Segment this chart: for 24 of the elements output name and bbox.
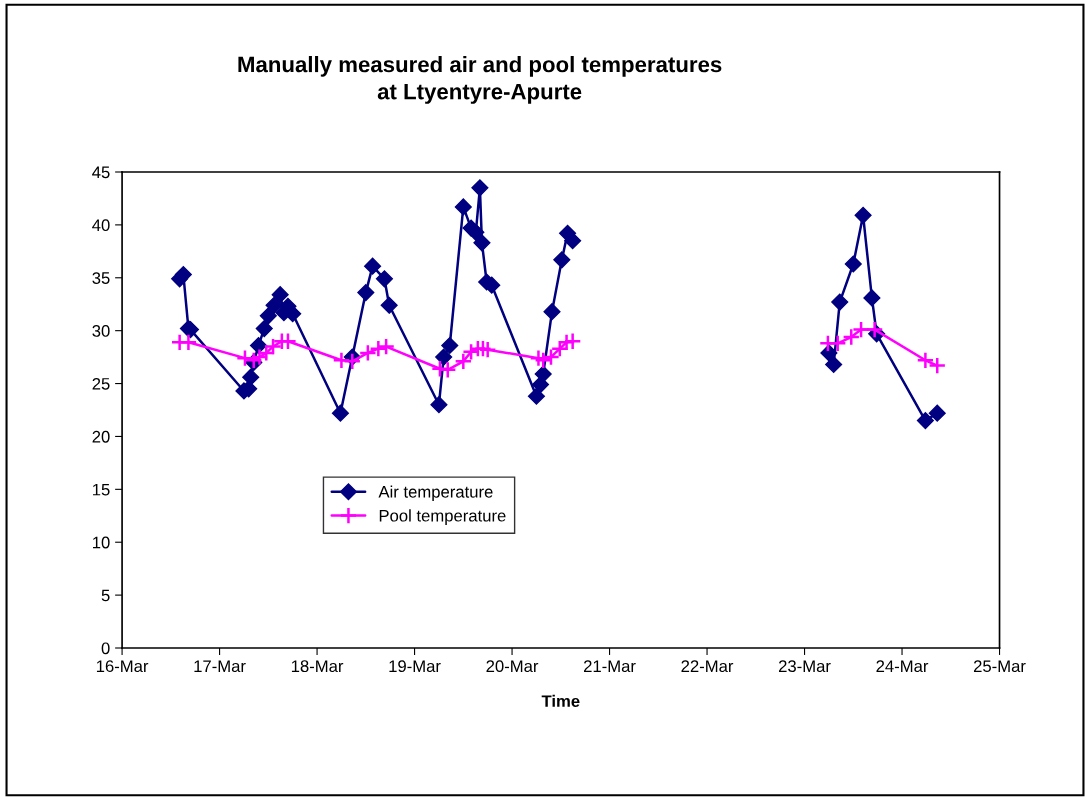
y-tick-label: 35 — [92, 272, 110, 284]
x-tick-label: 24-Mar — [876, 660, 929, 673]
y-tick-label: 0 — [101, 642, 110, 655]
x-tick-label: 23-Mar — [778, 660, 831, 673]
x-tick-label: 19-Mar — [389, 660, 441, 673]
y-tick-label: 25 — [92, 377, 110, 390]
y-tick-label: 10 — [93, 536, 110, 549]
x-tick-label: 21-Mar — [584, 660, 636, 673]
x-tick-label: 22-Mar — [681, 660, 734, 673]
legend-label: Pool temperature — [379, 509, 506, 525]
x-axis-title: Time — [541, 694, 580, 708]
y-tick-label: 45 — [92, 166, 110, 179]
x-tick-label: 16-Mar — [96, 660, 149, 673]
y-tick-label: 5 — [101, 589, 110, 602]
y-tick-label: 15 — [93, 483, 110, 496]
y-tick-label: 30 — [92, 325, 110, 337]
y-tick-label: 20 — [92, 430, 110, 443]
x-tick-label: 20-Mar — [486, 660, 539, 673]
x-tick-label: 18-Mar — [291, 660, 344, 673]
y-tick-label: 40 — [92, 219, 110, 232]
x-tick-label: 25-Mar — [973, 660, 1026, 673]
x-tick-label: 17-Mar — [194, 660, 246, 673]
legend-label: Air temperature — [378, 485, 493, 502]
chart-title: Manually measured air and pool temperatures at Ltyentyre-Apurte — [238, 56, 722, 104]
